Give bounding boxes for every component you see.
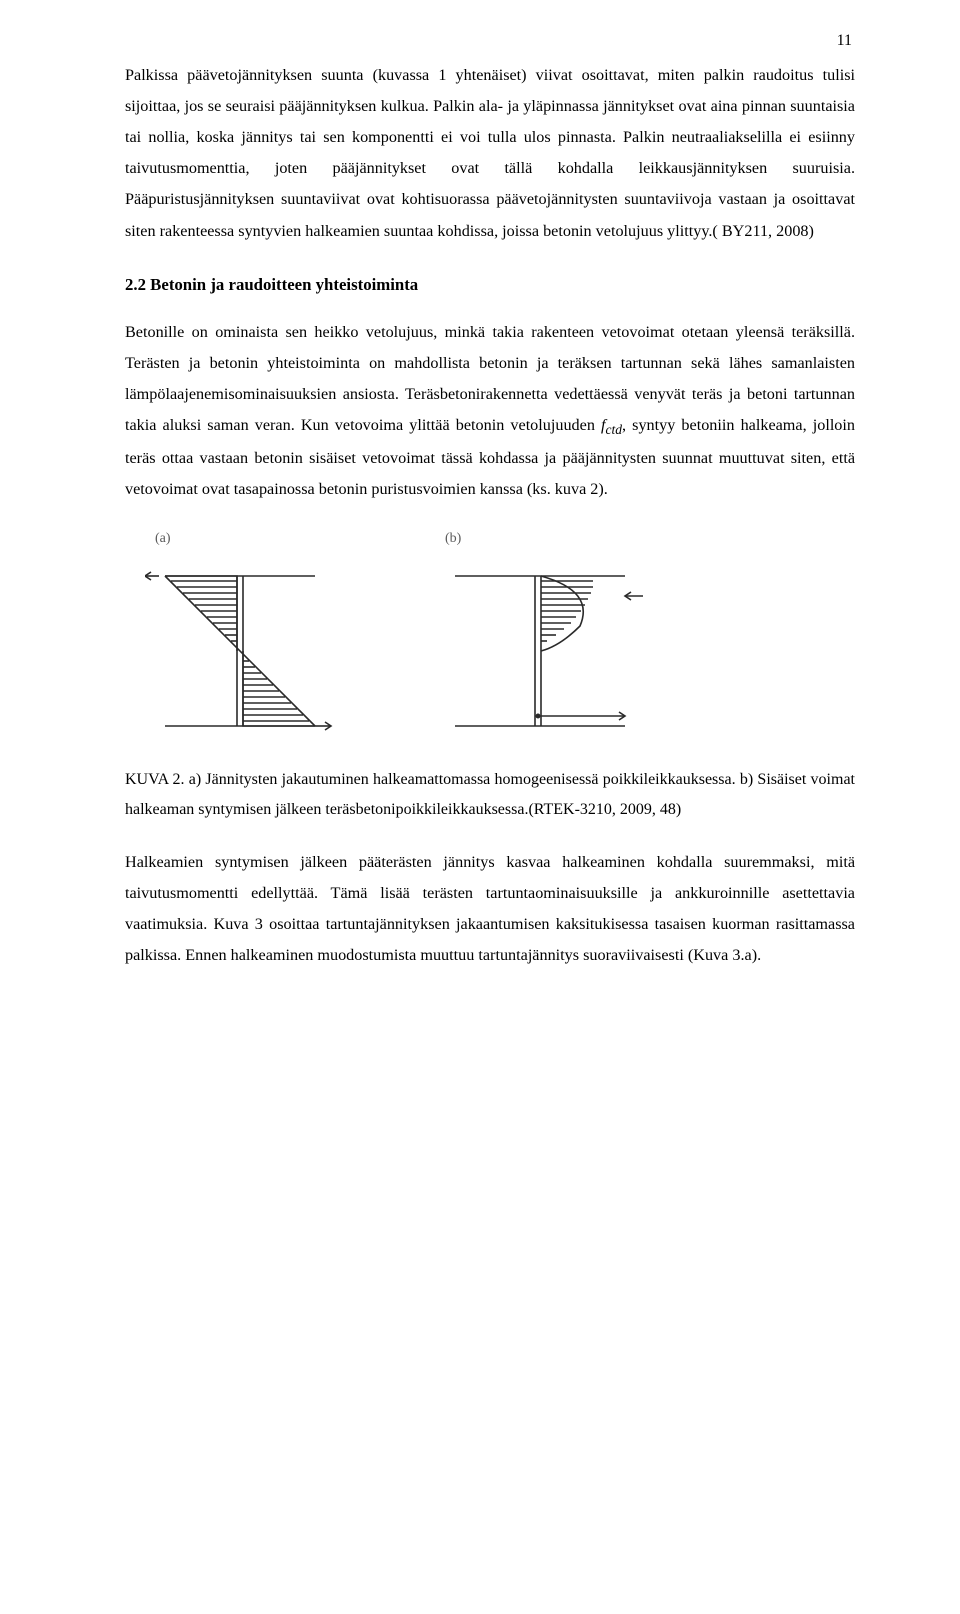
- figure-2-caption: KUVA 2. a) Jännitysten jakautuminen halk…: [125, 765, 855, 824]
- paragraph-3: Halkeamien syntymisen jälkeen pääteräste…: [125, 847, 855, 971]
- figure-2a-svg: [145, 541, 365, 751]
- symbol-fctd: fctd: [601, 416, 622, 434]
- paragraph-1: Palkissa päävetojännityksen suunta (kuva…: [125, 60, 855, 247]
- page: 11 Palkissa päävetojännityksen suunta (k…: [0, 0, 960, 1614]
- paragraph-2: Betonille on ominaista sen heikko vetolu…: [125, 317, 855, 506]
- section-heading-2-2: 2.2 Betonin ja raudoitteen yhteistoimint…: [125, 275, 855, 295]
- figure-2b-svg: [425, 541, 705, 751]
- page-number: 11: [837, 32, 852, 50]
- figure-2: (a) (b): [125, 531, 855, 751]
